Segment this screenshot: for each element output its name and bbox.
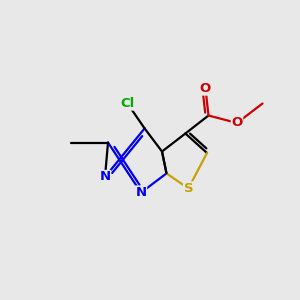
Text: S: S bbox=[184, 182, 193, 195]
Text: Cl: Cl bbox=[120, 97, 135, 110]
Text: O: O bbox=[231, 116, 243, 130]
Text: N: N bbox=[135, 186, 147, 199]
Text: N: N bbox=[99, 170, 111, 184]
Text: O: O bbox=[200, 82, 211, 95]
